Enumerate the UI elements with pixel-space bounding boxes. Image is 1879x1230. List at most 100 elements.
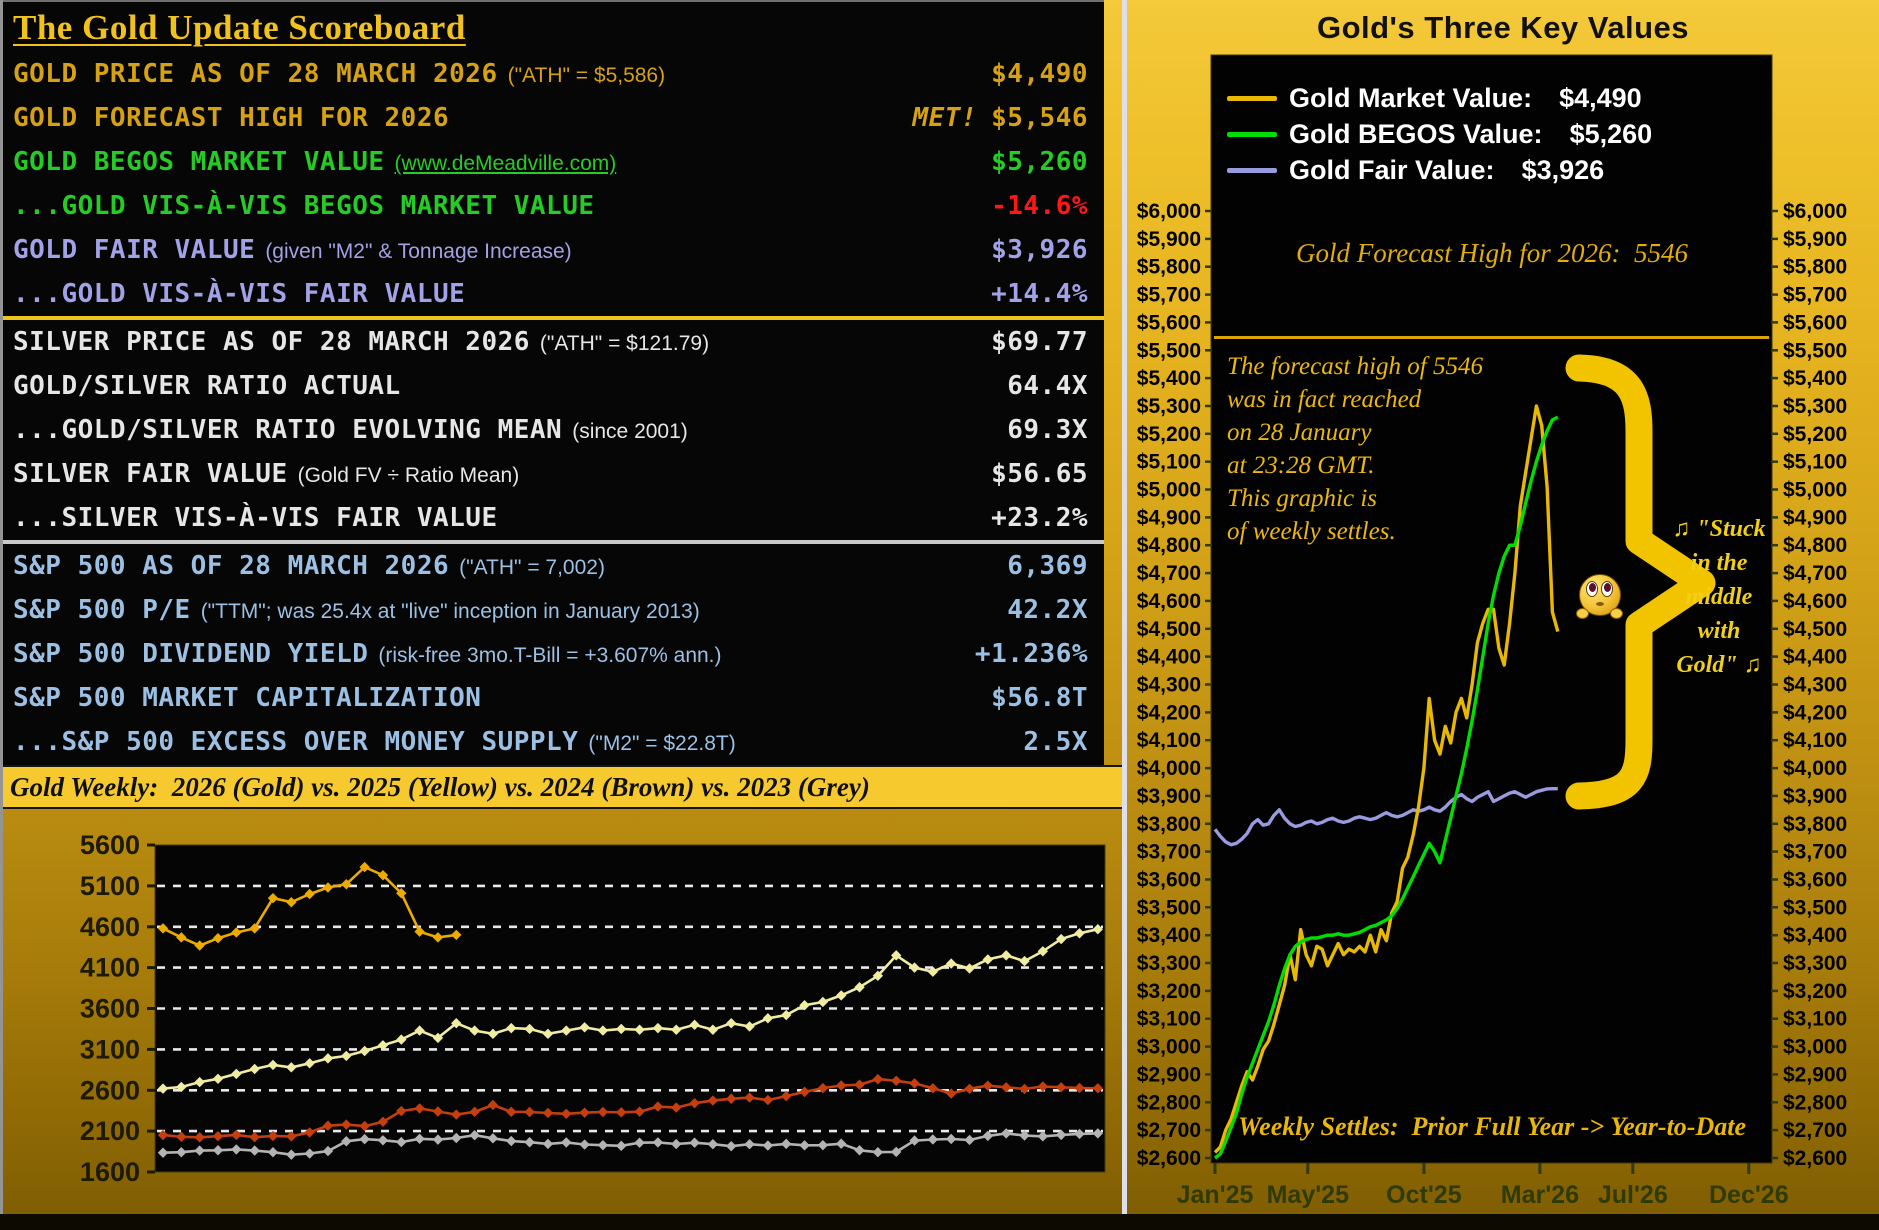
svg-text:$4,700: $4,700 bbox=[1137, 562, 1201, 585]
legend-swatch bbox=[1227, 168, 1277, 173]
svg-text:$2,900: $2,900 bbox=[1783, 1063, 1847, 1086]
svg-text:$4,500: $4,500 bbox=[1783, 618, 1847, 641]
svg-text:4100: 4100 bbox=[80, 953, 140, 983]
svg-text:May'25: May'25 bbox=[1267, 1181, 1349, 1209]
svg-text:$5,700: $5,700 bbox=[1137, 284, 1201, 307]
svg-text:$5,800: $5,800 bbox=[1783, 256, 1847, 279]
weekly-settles-note: Weekly Settles: Prior Full Year -> Year-… bbox=[1237, 1112, 1747, 1141]
row-label: SILVER PRICE AS OF 28 MARCH 2026 bbox=[13, 327, 530, 357]
svg-text:$3,600: $3,600 bbox=[1783, 869, 1847, 892]
svg-text:$5,100: $5,100 bbox=[1783, 451, 1847, 474]
song-line: middle bbox=[1685, 584, 1753, 610]
svg-text:$5,400: $5,400 bbox=[1137, 367, 1201, 390]
svg-text:$5,500: $5,500 bbox=[1783, 339, 1847, 362]
svg-text:$5,600: $5,600 bbox=[1137, 311, 1201, 334]
svg-text:$4,100: $4,100 bbox=[1783, 729, 1847, 752]
page-title: The Gold Update Scoreboard bbox=[13, 8, 466, 47]
svg-text:$5,000: $5,000 bbox=[1783, 479, 1847, 502]
scoreboard-row: ...GOLD VIS-À-VIS FAIR VALUE +14.4% bbox=[3, 272, 1104, 316]
row-value: 64.4X bbox=[1007, 371, 1088, 401]
scoreboard-row: S&P 500 MARKET CAPITALIZATION $56.8T bbox=[3, 676, 1104, 720]
svg-text:$5,100: $5,100 bbox=[1137, 451, 1201, 474]
annotation-line: This graphic is bbox=[1227, 485, 1378, 512]
scoreboard-row: ...SILVER VIS-À-VIS FAIR VALUE +23.2% bbox=[3, 496, 1104, 540]
row-value: 42.2X bbox=[1007, 595, 1088, 625]
annotation-line: was in fact reached bbox=[1227, 386, 1422, 413]
scoreboard-row: SILVER FAIR VALUE (Gold FV ÷ Ratio Mean) $… bbox=[3, 452, 1104, 496]
forecast-label: Gold Forecast High for 2026: 5546 bbox=[1296, 238, 1688, 268]
svg-text:$2,700: $2,700 bbox=[1783, 1119, 1847, 1142]
scoreboard-row: GOLD PRICE AS OF 28 MARCH 2026 ("ATH" = $… bbox=[3, 52, 1104, 96]
svg-text:$5,200: $5,200 bbox=[1137, 423, 1201, 446]
row-label: GOLD PRICE AS OF 28 MARCH 2026 bbox=[13, 59, 498, 89]
annotation-line: The forecast high of 5546 bbox=[1227, 353, 1484, 380]
smiley-hand bbox=[1610, 608, 1623, 619]
row-value: $69.77 bbox=[991, 327, 1088, 357]
met-flag: MET! bbox=[912, 103, 978, 133]
row-note: ("M2" = $22.8T) bbox=[588, 732, 736, 755]
scoreboard-row: S&P 500 AS OF 28 MARCH 2026 ("ATH" = 7,00… bbox=[3, 544, 1104, 588]
panel-divider bbox=[1122, 0, 1127, 1215]
svg-text:$5,300: $5,300 bbox=[1137, 395, 1201, 418]
svg-text:$3,100: $3,100 bbox=[1137, 1008, 1201, 1031]
svg-text:$5,900: $5,900 bbox=[1137, 228, 1201, 251]
svg-text:3100: 3100 bbox=[80, 1034, 140, 1064]
svg-text:$4,500: $4,500 bbox=[1137, 618, 1201, 641]
scoreboard-row: ...GOLD/SILVER RATIO EVOLVING MEAN (since… bbox=[3, 408, 1104, 452]
row-value: +14.4% bbox=[991, 279, 1088, 309]
row-label: S&P 500 DIVIDEND YIELD bbox=[13, 639, 369, 669]
window-edge bbox=[0, 0, 3, 1230]
svg-text:Dec'26: Dec'26 bbox=[1709, 1181, 1789, 1209]
svg-text:Mar'26: Mar'26 bbox=[1501, 1181, 1579, 1209]
row-label: ...S&P 500 EXCESS OVER MONEY SUPPLY bbox=[13, 727, 579, 757]
row-note-link[interactable]: (www.deMeadville.com) bbox=[394, 152, 617, 175]
gold-weekly-band-label: Gold Weekly: 2026 (Gold) vs. 2025 (Yello… bbox=[10, 771, 870, 802]
song-line: Gold" ♫ bbox=[1676, 652, 1762, 678]
legend-item: Gold BEGOS Value: $5,260 bbox=[1227, 119, 1652, 149]
row-label: ...SILVER VIS-À-VIS FAIR VALUE bbox=[13, 503, 498, 533]
svg-text:$3,800: $3,800 bbox=[1783, 813, 1847, 836]
svg-text:$2,700: $2,700 bbox=[1137, 1119, 1201, 1142]
svg-text:$3,500: $3,500 bbox=[1137, 896, 1201, 919]
row-label: GOLD BEGOS MARKET VALUE bbox=[13, 147, 385, 177]
scoreboard-row: ...GOLD VIS-À-VIS BEGOS MARKET VALUE -14.… bbox=[3, 184, 1104, 228]
legend-value: $3,926 bbox=[1521, 155, 1605, 185]
row-value: $3,926 bbox=[991, 235, 1088, 265]
row-value: 6,369 bbox=[1007, 551, 1088, 581]
svg-text:$3,200: $3,200 bbox=[1783, 980, 1847, 1003]
svg-text:$2,800: $2,800 bbox=[1783, 1091, 1847, 1114]
row-label: S&P 500 AS OF 28 MARCH 2026 bbox=[13, 551, 450, 581]
gold-weekly-chart: 1600 2100 2600 3100 3600 4100 4600 5100 5600 bbox=[0, 809, 1122, 1230]
smiley-eye bbox=[1586, 581, 1598, 597]
smiley-mouth bbox=[1596, 602, 1604, 606]
legend-value: $4,490 bbox=[1559, 83, 1642, 113]
svg-text:$3,400: $3,400 bbox=[1783, 924, 1847, 947]
svg-text:$3,300: $3,300 bbox=[1783, 952, 1847, 975]
row-note: (Gold FV ÷ Ratio Mean) bbox=[297, 464, 520, 487]
legend-label: Gold Fair Value: bbox=[1289, 155, 1510, 185]
key-values-chart-svg: $2,600 $2,600 $2,700 $2,700 $2,800 $2,800 $2,9… bbox=[1137, 54, 1847, 1209]
song-line: in the bbox=[1690, 550, 1748, 576]
scoreboard-row: GOLD FAIR VALUE (given "M2" & Tonnage Inc… bbox=[3, 228, 1104, 272]
svg-text:$5,800: $5,800 bbox=[1137, 256, 1201, 279]
row-label: GOLD/SILVER RATIO ACTUAL bbox=[13, 371, 401, 401]
svg-text:4600: 4600 bbox=[80, 912, 140, 942]
svg-text:$3,300: $3,300 bbox=[1137, 952, 1201, 975]
svg-text:Oct'25: Oct'25 bbox=[1386, 1181, 1462, 1209]
svg-text:$6,000: $6,000 bbox=[1783, 200, 1847, 223]
gold-weekly-chart-svg: 1600 2100 2600 3100 3600 4100 4600 5100 5600 bbox=[80, 830, 1106, 1187]
svg-text:$5,400: $5,400 bbox=[1783, 367, 1847, 390]
svg-text:2100: 2100 bbox=[80, 1116, 140, 1146]
svg-text:$5,300: $5,300 bbox=[1783, 395, 1847, 418]
svg-text:1600: 1600 bbox=[80, 1157, 140, 1187]
svg-text:$4,200: $4,200 bbox=[1137, 701, 1201, 724]
svg-text:$4,900: $4,900 bbox=[1783, 506, 1847, 529]
svg-text:Jul'26: Jul'26 bbox=[1598, 1181, 1668, 1209]
svg-text:$4,800: $4,800 bbox=[1783, 534, 1847, 557]
svg-text:$4,200: $4,200 bbox=[1783, 701, 1847, 724]
row-note: (given "M2" & Tonnage Increase) bbox=[265, 240, 572, 263]
legend-label: Gold BEGOS Value: bbox=[1289, 119, 1558, 149]
smiley-eye bbox=[1601, 581, 1613, 597]
svg-text:5100: 5100 bbox=[80, 871, 140, 901]
